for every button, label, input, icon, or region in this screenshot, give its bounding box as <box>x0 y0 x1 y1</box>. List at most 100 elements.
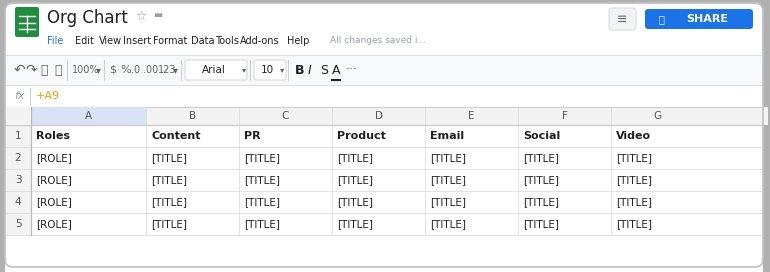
Text: Help: Help <box>287 36 310 46</box>
Text: F: F <box>561 111 567 121</box>
Text: ↷: ↷ <box>26 63 38 77</box>
Text: Format: Format <box>153 36 187 46</box>
Text: G: G <box>654 111 661 121</box>
Text: B: B <box>189 111 196 121</box>
Text: ▾: ▾ <box>242 66 246 75</box>
Text: [TITLE]: [TITLE] <box>244 153 280 163</box>
FancyBboxPatch shape <box>254 60 286 80</box>
Bar <box>5 169 31 191</box>
Text: E: E <box>468 111 475 121</box>
Text: [TITLE]: [TITLE] <box>337 219 373 229</box>
Text: 123: 123 <box>158 65 176 75</box>
Text: File: File <box>47 36 63 46</box>
Text: [TITLE]: [TITLE] <box>430 219 466 229</box>
Text: 3: 3 <box>15 175 22 185</box>
Text: [TITLE]: [TITLE] <box>616 153 652 163</box>
Text: Arial: Arial <box>202 65 226 75</box>
Text: Roles: Roles <box>36 131 70 141</box>
Bar <box>5 85 763 107</box>
Text: [TITLE]: [TITLE] <box>244 197 280 207</box>
Text: Edit: Edit <box>75 36 94 46</box>
Text: [TITLE]: [TITLE] <box>523 153 559 163</box>
Text: Org Chart: Org Chart <box>47 9 128 27</box>
Text: ▾: ▾ <box>96 65 101 75</box>
Text: [TITLE]: [TITLE] <box>523 197 559 207</box>
Text: [TITLE]: [TITLE] <box>616 197 652 207</box>
Text: D: D <box>374 111 383 121</box>
Text: .00: .00 <box>143 65 159 75</box>
Text: 100%: 100% <box>72 65 99 75</box>
Text: [TITLE]: [TITLE] <box>151 153 187 163</box>
Text: [TITLE]: [TITLE] <box>244 175 280 185</box>
Text: [TITLE]: [TITLE] <box>616 175 652 185</box>
Bar <box>5 147 31 169</box>
Text: Data: Data <box>191 36 215 46</box>
Text: Tools: Tools <box>215 36 239 46</box>
Text: 2: 2 <box>15 153 22 163</box>
Text: [ROLE]: [ROLE] <box>36 219 72 229</box>
Text: ⌗: ⌗ <box>54 63 62 76</box>
FancyBboxPatch shape <box>15 7 39 37</box>
Text: S: S <box>320 63 328 76</box>
Text: Video: Video <box>616 131 651 141</box>
Text: [ROLE]: [ROLE] <box>36 197 72 207</box>
Text: ⎙: ⎙ <box>40 63 48 76</box>
Bar <box>5 213 31 235</box>
Text: ≡: ≡ <box>617 13 628 26</box>
Bar <box>5 55 763 85</box>
Text: [ROLE]: [ROLE] <box>36 175 72 185</box>
FancyBboxPatch shape <box>645 9 753 29</box>
Text: $: $ <box>109 65 116 75</box>
Text: PR: PR <box>244 131 260 141</box>
Text: 4: 4 <box>15 197 22 207</box>
Text: [TITLE]: [TITLE] <box>337 153 373 163</box>
Text: Add-ons: Add-ons <box>240 36 280 46</box>
Text: Social: Social <box>523 131 561 141</box>
Text: [TITLE]: [TITLE] <box>616 219 652 229</box>
Text: [TITLE]: [TITLE] <box>523 175 559 185</box>
Text: A: A <box>332 63 340 76</box>
Bar <box>5 125 763 272</box>
FancyBboxPatch shape <box>5 3 763 267</box>
Text: I: I <box>308 63 312 76</box>
Text: [TITLE]: [TITLE] <box>430 153 466 163</box>
FancyBboxPatch shape <box>185 60 247 80</box>
Text: ▬: ▬ <box>153 10 162 20</box>
Text: Content: Content <box>151 131 200 141</box>
Text: Email: Email <box>430 131 464 141</box>
Bar <box>5 107 768 125</box>
Text: [ROLE]: [ROLE] <box>36 153 72 163</box>
Text: 🔒: 🔒 <box>658 14 664 24</box>
Text: ☆: ☆ <box>135 10 146 23</box>
Text: .0: .0 <box>131 65 140 75</box>
Text: ···: ··· <box>346 63 358 76</box>
Text: ↶: ↶ <box>14 63 25 77</box>
Text: Product: Product <box>337 131 386 141</box>
Text: [TITLE]: [TITLE] <box>151 197 187 207</box>
Text: fx: fx <box>14 91 25 101</box>
Text: [TITLE]: [TITLE] <box>337 197 373 207</box>
FancyBboxPatch shape <box>609 8 636 30</box>
Text: ▾: ▾ <box>280 66 284 75</box>
Text: 5: 5 <box>15 219 22 229</box>
Text: 10: 10 <box>260 65 273 75</box>
Text: +A9: +A9 <box>36 91 60 101</box>
Text: [TITLE]: [TITLE] <box>151 175 187 185</box>
Text: View: View <box>99 36 122 46</box>
Text: [TITLE]: [TITLE] <box>523 219 559 229</box>
Text: [TITLE]: [TITLE] <box>430 175 466 185</box>
Text: All changes saved i...: All changes saved i... <box>330 36 426 45</box>
Text: SHARE: SHARE <box>686 14 728 24</box>
Text: A: A <box>85 111 92 121</box>
Text: [TITLE]: [TITLE] <box>151 219 187 229</box>
Text: 1: 1 <box>15 131 22 141</box>
Text: ▾: ▾ <box>173 65 178 75</box>
Text: [TITLE]: [TITLE] <box>244 219 280 229</box>
Bar <box>5 125 31 147</box>
Bar <box>5 107 31 125</box>
Bar <box>31 107 146 125</box>
Text: [TITLE]: [TITLE] <box>337 175 373 185</box>
Text: C: C <box>282 111 290 121</box>
Text: Insert: Insert <box>123 36 151 46</box>
Text: [TITLE]: [TITLE] <box>430 197 466 207</box>
